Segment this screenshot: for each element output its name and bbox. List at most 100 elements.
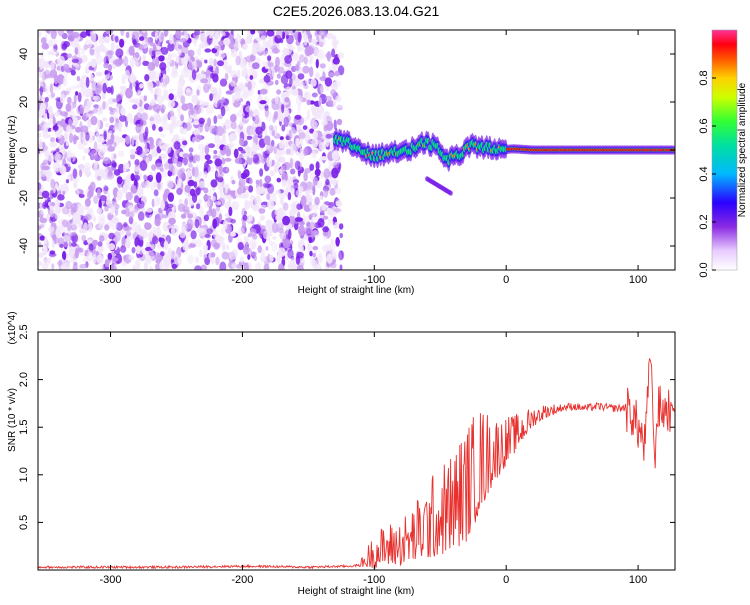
- noise-blob: [154, 218, 161, 227]
- noise-blob: [62, 190, 66, 195]
- noise-blob: [104, 205, 109, 212]
- noise-blob: [113, 153, 117, 159]
- noise-blob: [38, 182, 42, 191]
- noise-blob: [332, 100, 337, 106]
- noise-blob: [221, 96, 226, 104]
- noise-blob: [322, 226, 329, 233]
- noise-blob: [241, 70, 248, 78]
- noise-blob: [134, 195, 140, 204]
- noise-blob: [230, 80, 236, 87]
- noise-blob: [253, 255, 258, 261]
- noise-blob: [115, 48, 124, 58]
- noise-blob: [281, 124, 286, 132]
- noise-blob: [94, 161, 99, 167]
- noise-blob: [293, 52, 299, 62]
- noise-blob: [309, 128, 315, 134]
- noise-blob: [153, 210, 159, 215]
- noise-blob: [153, 196, 160, 207]
- spectrogram-xlabel: Height of straight line (km): [298, 285, 415, 296]
- noise-blob: [244, 200, 251, 210]
- noise-blob: [124, 69, 130, 80]
- noise-blob: [66, 53, 73, 59]
- noise-blob: [209, 93, 214, 102]
- noise-blob: [230, 49, 238, 58]
- noise-blob: [243, 237, 250, 246]
- noise-blob: [99, 195, 107, 201]
- noise-blob: [114, 35, 119, 43]
- noise-blob: [242, 214, 248, 222]
- noise-blob: [302, 125, 308, 130]
- noise-blob: [74, 247, 80, 259]
- noise-blob: [72, 134, 77, 145]
- noise-blob: [230, 232, 237, 237]
- noise-blob: [98, 35, 105, 45]
- noise-blob: [239, 137, 244, 146]
- spectrogram-xtick-label: -100: [363, 274, 385, 286]
- noise-blob: [50, 179, 56, 189]
- noise-blob: [211, 208, 217, 219]
- noise-blob: [204, 59, 208, 64]
- noise-blob: [181, 223, 188, 232]
- noise-blob: [203, 195, 212, 200]
- noise-blob: [149, 265, 153, 270]
- noise-blob: [135, 180, 139, 190]
- noise-blob: [51, 240, 55, 249]
- noise-blob: [301, 259, 305, 264]
- noise-blob: [56, 230, 61, 239]
- noise-blob: [156, 225, 161, 232]
- noise-blob: [203, 187, 209, 194]
- noise-blob: [131, 135, 135, 146]
- noise-blob: [152, 123, 156, 131]
- noise-blob: [47, 152, 55, 162]
- noise-blob: [242, 245, 250, 255]
- colorbar-tick-label: 0.0: [698, 262, 710, 277]
- noise-blob: [336, 118, 343, 126]
- noise-blob: [143, 95, 147, 102]
- noise-blob: [321, 35, 325, 40]
- noise-blob: [53, 161, 61, 172]
- noise-blob: [49, 250, 56, 255]
- noise-blob: [321, 120, 328, 126]
- noise-blob: [285, 47, 292, 55]
- noise-blob: [196, 89, 200, 96]
- noise-blob: [173, 37, 177, 47]
- noise-blob: [106, 171, 115, 180]
- snr-axes: -300 -200 -100 0 100 0.5 1.0 1.5 2.0 2.5: [18, 324, 675, 586]
- noise-blob: [332, 57, 340, 65]
- noise-blob: [107, 64, 113, 72]
- noise-blob: [198, 57, 205, 62]
- noise-blob: [328, 162, 335, 167]
- noise-blob: [311, 92, 318, 98]
- noise-blob: [288, 143, 297, 154]
- noise-blob: [92, 253, 97, 264]
- noise-blob: [38, 191, 43, 197]
- noise-blob: [254, 195, 262, 205]
- noise-blob: [118, 122, 122, 133]
- noise-blob: [176, 178, 183, 187]
- noise-blob: [263, 135, 271, 145]
- noise-blob: [337, 155, 341, 164]
- noise-blob: [297, 104, 301, 114]
- noise-blob: [334, 70, 340, 77]
- noise-blob: [325, 133, 332, 139]
- noise-blob: [49, 110, 54, 120]
- noise-blob: [102, 55, 107, 64]
- noise-blob: [308, 214, 313, 220]
- noise-blob: [49, 83, 54, 94]
- noise-blob: [158, 126, 163, 132]
- noise-blob: [160, 32, 165, 42]
- noise-blob: [154, 31, 158, 41]
- noise-blob: [333, 40, 338, 50]
- noise-blob: [48, 39, 54, 48]
- noise-blob: [200, 264, 207, 270]
- noise-blob: [177, 50, 182, 56]
- noise-blob: [322, 230, 329, 237]
- noise-blob: [117, 136, 124, 143]
- noise-blob: [132, 39, 137, 45]
- noise-blob: [281, 103, 285, 114]
- noise-blob: [159, 251, 165, 257]
- noise-blob: [339, 264, 343, 270]
- noise-blob: [165, 56, 172, 64]
- noise-blob: [315, 72, 320, 80]
